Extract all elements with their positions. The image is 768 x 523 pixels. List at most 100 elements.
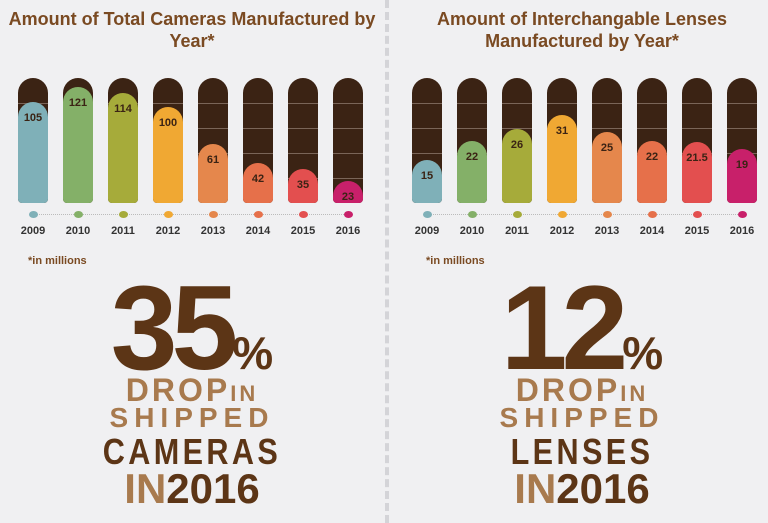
legend-dot [254,211,263,218]
units-note: *in millions [426,255,485,267]
callout-percent: 12% [500,261,664,395]
chart-title: Amount of Total Cameras Manufactured by … [8,9,376,51]
bar: 19 [727,149,757,203]
legend-dot [468,211,477,218]
divider [385,0,389,523]
year-label: 2009 [414,225,440,237]
data-label: 21.5 [686,151,708,164]
bar: 31 [547,114,577,203]
callout-percent: 35% [110,261,274,395]
year-label: 2013 [594,225,620,237]
bar-track: 121 [63,78,93,203]
data-label: 42 [251,172,265,185]
data-label: 15 [420,170,434,183]
year-label: 2014 [639,225,665,237]
bar: 61 [198,144,228,203]
legend-dot [513,211,522,218]
bar-track: 22 [637,78,667,203]
bar: 42 [243,162,273,203]
data-label: 22 [645,150,659,163]
bar: 100 [153,106,183,203]
callout-item: CAMERAS [102,431,282,472]
bar: 21.5 [682,141,712,203]
callout-drop: DROPIN [125,372,259,408]
legend-dot [423,211,432,218]
bar-track: 61 [198,78,228,203]
dotted-axis [427,214,742,215]
cameras-panel: Amount of Total Cameras Manufactured by … [0,9,384,512]
lenses-panel: Amount of Interchangable Lenses Manufact… [390,0,768,523]
year-label: 2010 [65,225,91,237]
legend-dot [74,211,83,218]
bar-track: 23 [333,78,363,203]
callout-shipped: SHIPPED [499,402,665,433]
year-label: 2012 [549,225,575,237]
dotted-axis [33,214,348,215]
bar-track: 100 [153,78,183,203]
callout-year: IN2016 [124,465,260,512]
bar-track: 105 [18,78,48,203]
data-label: 105 [23,112,43,125]
legend-dot [164,211,173,218]
year-label: 2011 [111,225,135,237]
data-label: 35 [296,179,310,192]
callout-drop: DROPIN [515,372,649,408]
year-label: 2015 [290,225,316,237]
legend-dot [299,211,308,218]
bar: 15 [412,160,442,203]
bar: 25 [592,131,622,203]
legend-dot [29,211,38,218]
bar-track: 35 [288,78,318,203]
callout-item: LENSES [510,431,654,472]
bar-track: 19 [727,78,757,203]
legend-dot [558,211,567,218]
data-label: 19 [735,159,749,172]
bar-track: 42 [243,78,273,203]
data-label: 61 [206,154,220,167]
year-label: 2012 [155,225,181,237]
cameras-chart: 105 2009 121 2010 114 2011 100 2012 61 2013 42 2014… [0,78,384,238]
bar: 22 [637,140,667,203]
bar-track: 25 [592,78,622,203]
lenses-chart: 15 2009 22 2010 26 2011 31 2012 25 2013 22 2014 21.5… [390,78,768,238]
year-label: 2009 [20,225,46,237]
bar: 23 [333,180,363,203]
bar-track: 114 [108,78,138,203]
year-label: 2015 [684,225,710,237]
data-label: 114 [114,103,132,116]
bar-track: 26 [502,78,532,203]
legend-dot [603,211,612,218]
bar-track: 31 [547,78,577,203]
data-label: 25 [600,141,614,154]
year-label: 2011 [505,225,529,237]
legend-dot [119,211,128,218]
data-label: 26 [510,139,524,152]
year-label: 2013 [200,225,226,237]
bar: 35 [288,169,318,203]
legend-dot [693,211,702,218]
bar: 26 [502,129,532,203]
units-note: *in millions [28,255,87,267]
year-label: 2016 [335,225,361,237]
legend-dot [209,211,218,218]
legend-dot [738,211,747,218]
bar: 114 [108,93,138,203]
bar-track: 22 [457,78,487,203]
bar: 121 [63,86,93,203]
data-label: 121 [68,96,88,109]
bar: 105 [18,102,48,203]
callout-shipped: SHIPPED [109,402,275,433]
data-label: 23 [341,190,355,203]
bar: 22 [457,140,487,203]
bar-track: 21.5 [682,78,712,203]
data-label: 100 [158,116,178,129]
data-label: 22 [465,150,479,163]
callout-year: IN2016 [514,465,650,512]
year-label: 2010 [459,225,485,237]
chart-title: Amount of Interchangable Lenses Manufact… [436,9,728,51]
year-label: 2014 [245,225,271,237]
legend-dot [344,211,353,218]
year-label: 2016 [729,225,755,237]
bar-track: 15 [412,78,442,203]
data-label: 31 [555,124,569,137]
